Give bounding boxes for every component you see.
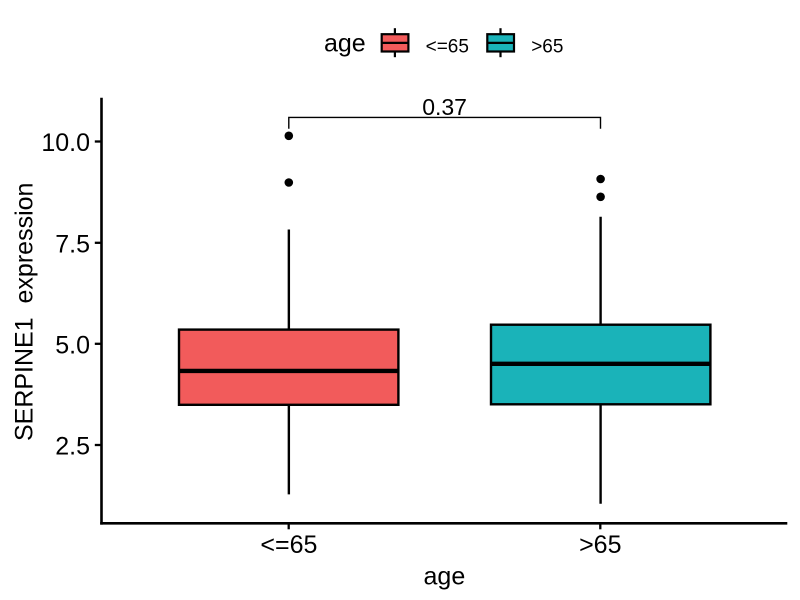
svg-text:age: age [424,562,466,590]
svg-text:>65: >65 [531,36,563,57]
svg-text:<=65: <=65 [426,36,469,57]
svg-text:>65: >65 [579,531,621,559]
svg-text:SERPINE1 expression: SERPINE1 expression [11,183,39,441]
svg-text:5.0: 5.0 [55,332,90,360]
svg-text:2.5: 2.5 [55,433,90,461]
svg-text:0.37: 0.37 [422,94,467,120]
svg-text:age: age [324,29,366,57]
svg-text:10.0: 10.0 [41,129,90,157]
svg-text:7.5: 7.5 [55,231,90,259]
svg-text:<=65: <=65 [260,531,317,559]
